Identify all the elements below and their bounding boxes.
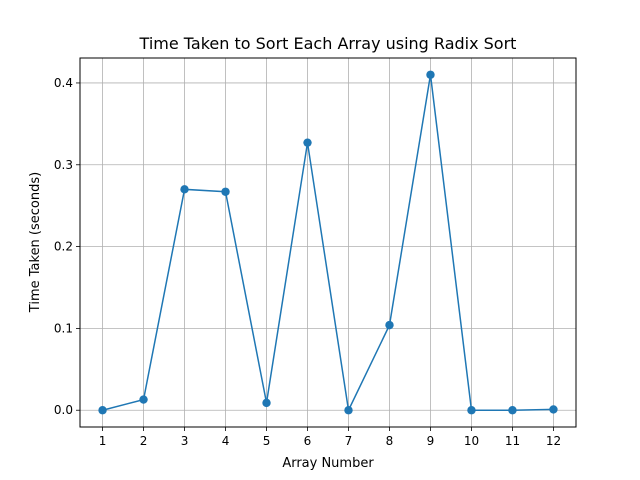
data-point: [549, 405, 558, 414]
x-tick-label: 6: [304, 434, 312, 448]
y-tick-label: 0.4: [54, 76, 73, 90]
chart-title: Time Taken to Sort Each Array using Radi…: [139, 34, 517, 53]
x-tick-label: 11: [505, 434, 520, 448]
x-axis-label: Array Number: [282, 456, 374, 471]
plot-frame: [79, 57, 577, 428]
data-point: [467, 406, 476, 415]
x-tick-label: 3: [181, 434, 189, 448]
y-tick-label: 0.0: [54, 403, 73, 417]
data-point: [385, 320, 394, 330]
axis-ticks: 1 2 3 4 5 6 7 8 9 10 11 120.00.10.20.30.4: [54, 76, 561, 448]
data-point: [344, 406, 353, 415]
data-point: [180, 185, 189, 194]
data-point: [98, 406, 107, 415]
data-point: [262, 398, 271, 408]
x-tick-label: 2: [140, 434, 148, 448]
y-tick-label: 0.2: [54, 240, 73, 254]
x-tick-label: 10: [464, 434, 479, 448]
y-tick-label: 0.1: [54, 321, 73, 335]
data-series: [98, 70, 558, 415]
x-tick-label: 7: [345, 434, 353, 448]
y-tick-label: 0.3: [54, 158, 73, 172]
data-point: [303, 138, 312, 147]
data-point: [508, 406, 517, 415]
x-tick-label: 5: [263, 434, 271, 448]
x-tick-label: 12: [546, 434, 561, 448]
x-tick-label: 8: [386, 434, 394, 448]
data-point: [139, 395, 148, 404]
y-axis-label: Time Taken (seconds): [28, 172, 43, 313]
x-tick-label: 4: [222, 434, 230, 448]
data-point: [221, 187, 230, 196]
data-point: [426, 70, 435, 79]
x-tick-label: 9: [427, 434, 435, 448]
x-tick-label: 1: [99, 434, 107, 448]
series-line: [102, 74, 554, 413]
